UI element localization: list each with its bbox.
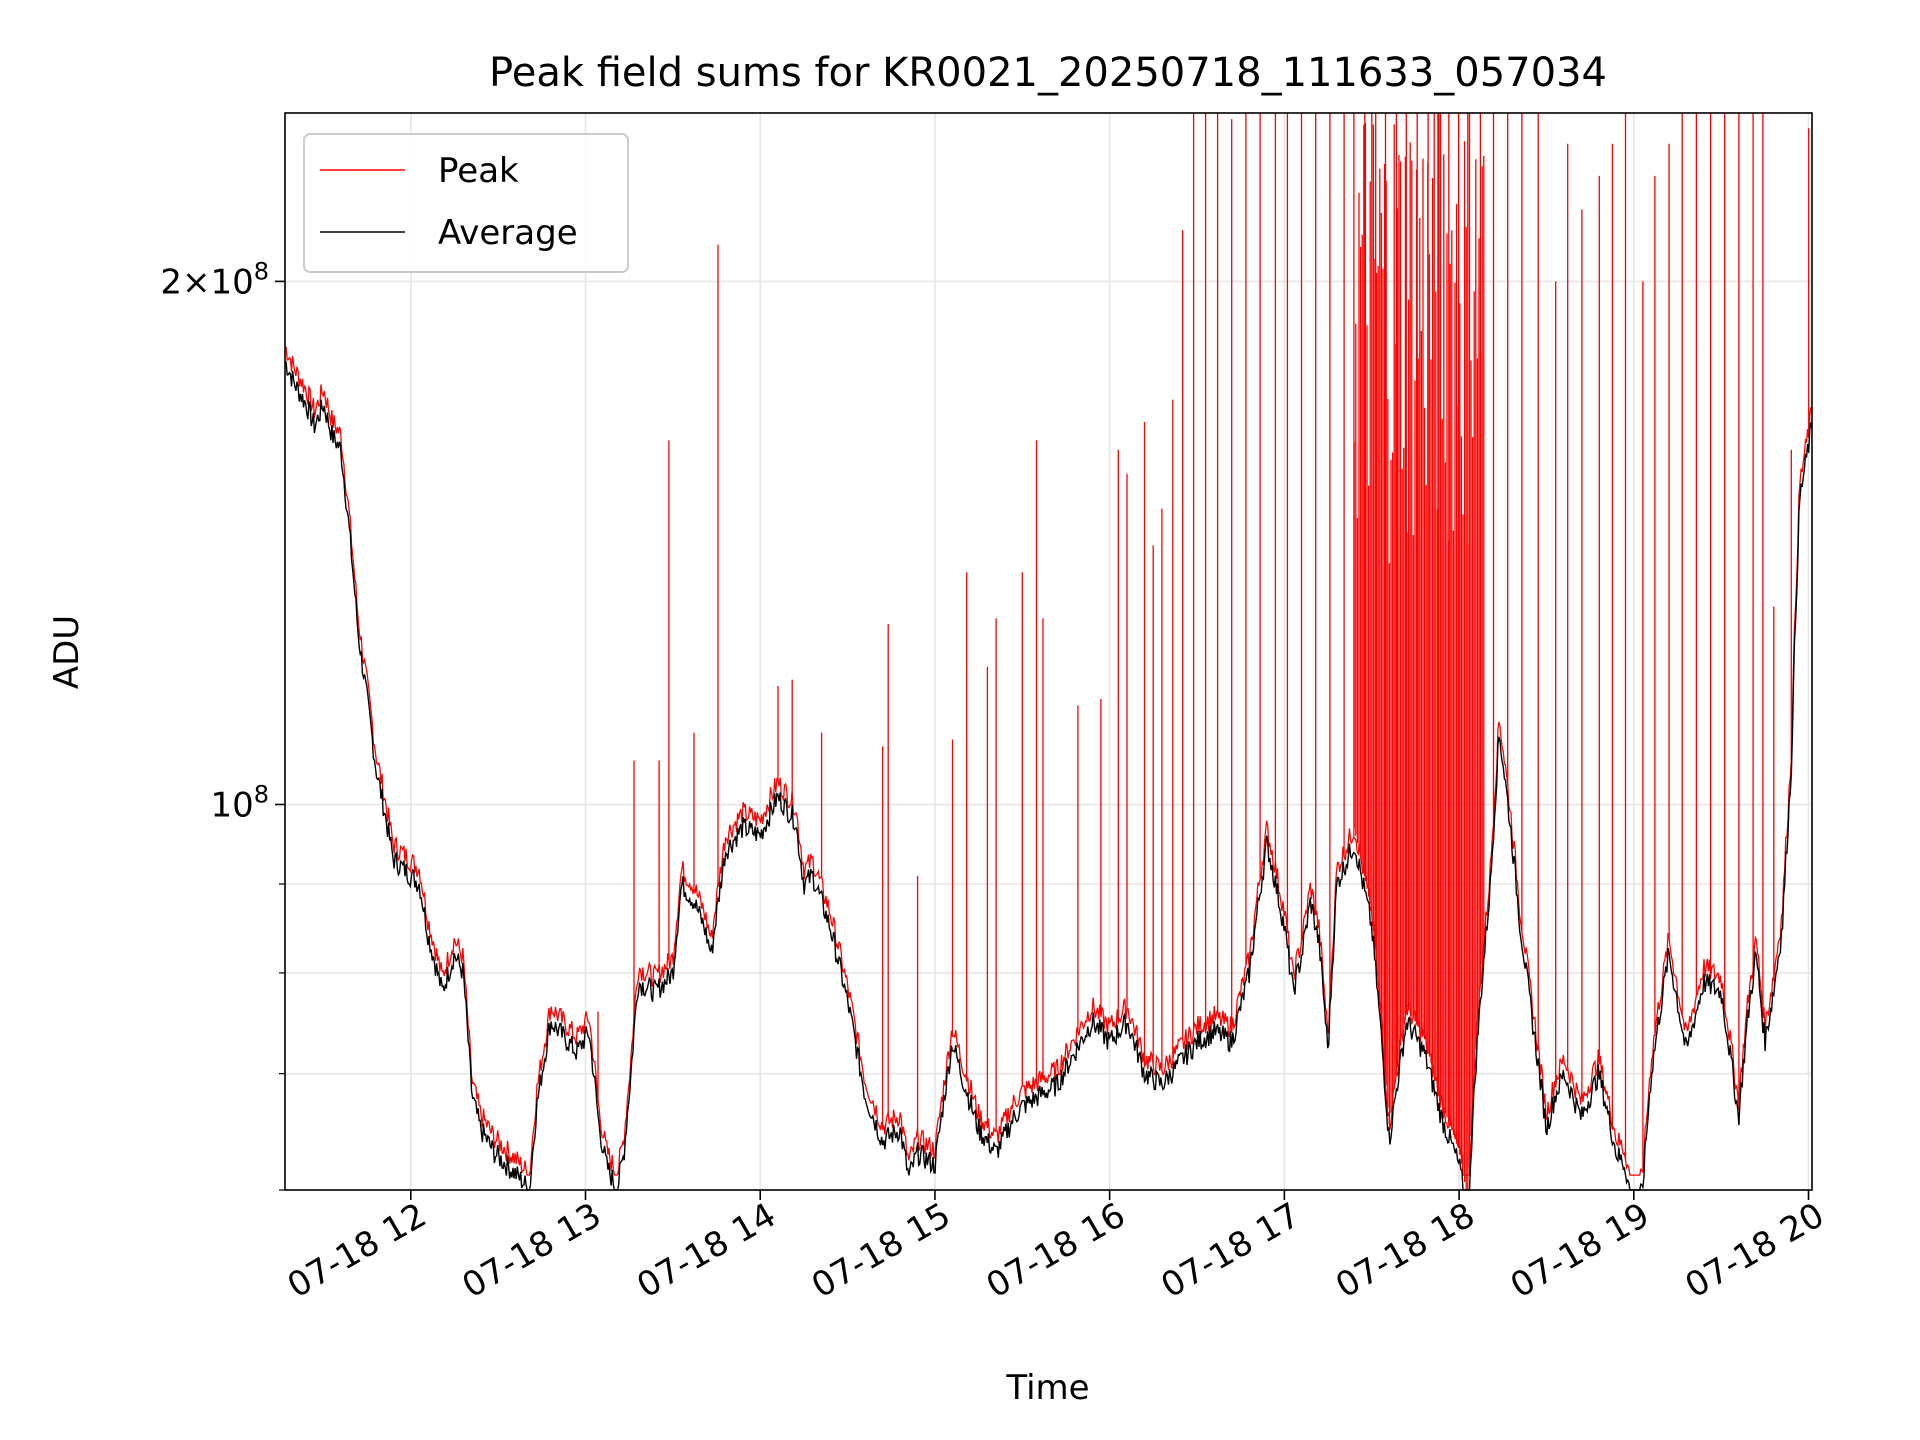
y-axis-label: ADU [47, 615, 87, 689]
peak-series [284, 113, 1813, 1190]
average-series [284, 360, 1813, 1191]
y-tick-exponent: 8 [254, 780, 269, 808]
average-line [284, 360, 1813, 1191]
legend-average-label: Average [438, 213, 578, 253]
peak-line [284, 113, 1813, 1176]
x-axis-label: Time [1005, 1368, 1089, 1408]
plot-frame [284, 112, 1813, 1191]
chart-title: Peak field sums for KR0021_20250718_1116… [489, 50, 1607, 96]
legend-peak-label: Peak [438, 151, 519, 191]
peak-dense-band [1353, 113, 1485, 1190]
y-tick-exponent: 8 [254, 257, 269, 285]
y-tick-label: 2×108 [160, 257, 269, 302]
legend: Peak Average [303, 133, 629, 273]
legend-box [303, 133, 629, 273]
